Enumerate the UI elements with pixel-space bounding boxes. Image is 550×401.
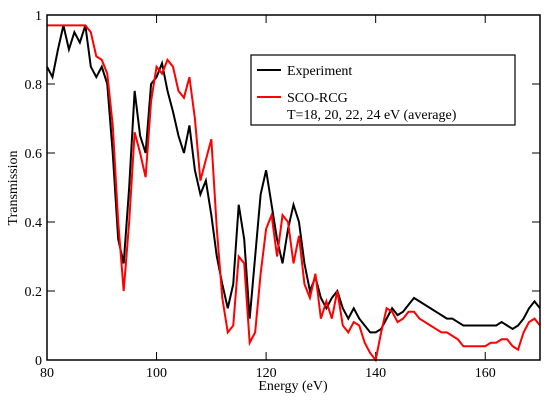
x-axis-label: Energy (eV) [258, 379, 328, 394]
y-tick-label: 0 [35, 354, 42, 369]
x-tick-label: 80 [40, 366, 54, 381]
y-axis-label: Transmission [6, 151, 21, 226]
legend-label: Experiment [287, 64, 352, 79]
y-tick-label: 0.2 [25, 285, 43, 300]
plot-frame [46, 14, 541, 361]
x-tick-label: 120 [256, 366, 277, 381]
y-tick-label: 1 [35, 9, 42, 24]
data-line [47, 24, 541, 363]
x-tick-label: 100 [146, 366, 167, 381]
data-line [46, 25, 541, 334]
legend-label: SCO-RCG [287, 91, 348, 106]
y-tick-label: 0.4 [25, 216, 43, 231]
y-tick-label: 0.6 [25, 147, 43, 162]
legend-description: T=18, 20, 22, 24 eV (average) [287, 108, 457, 123]
x-tick-label: 140 [365, 366, 386, 381]
legend-box [250, 54, 516, 126]
y-tick-label: 0.8 [25, 78, 43, 93]
x-tick-label: 160 [475, 366, 496, 381]
